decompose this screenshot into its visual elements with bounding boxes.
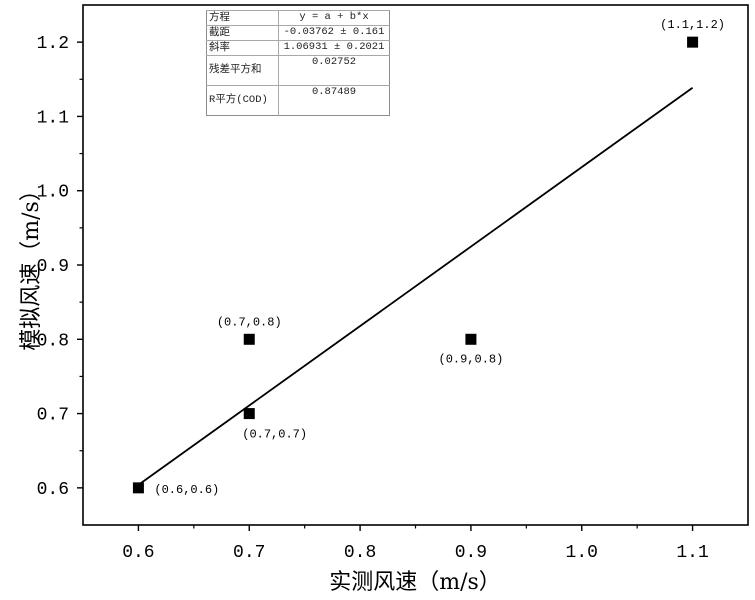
x-tick-label: 0.9	[455, 543, 487, 563]
linear-fit-line	[137, 87, 694, 486]
data-point-label: (0.6,0.6)	[154, 483, 219, 497]
stats-row-equation: 方程 y = a + b*x	[206, 10, 390, 26]
stats-value: 0.02752	[278, 55, 390, 86]
tick-labels: 0.6 0.7 0.8 0.9 1.0 1.1 0.6 0.7 0.8 0.9 1.0 1.1 1.2	[37, 34, 709, 563]
stats-label: 截距	[206, 25, 279, 41]
stats-value: 0.87489	[278, 85, 390, 116]
fit-statistics-table: 方程 y = a + b*x 截距 -0.03762 ± 0.161 斜率 1.…	[206, 10, 390, 116]
point-labels: (0.6,0.6) (0.7,0.7) (0.7,0.8) (0.9,0.8) (1.1…	[154, 18, 725, 497]
stats-value: 1.06931 ± 0.2021	[278, 40, 390, 56]
stats-label: R平方(COD)	[206, 85, 279, 116]
y-tick-label: 1.0	[37, 183, 69, 203]
fit-line-group	[137, 87, 694, 486]
x-tick-label: 0.8	[344, 543, 376, 563]
stats-label: 斜率	[206, 40, 279, 56]
stats-label: 残差平方和	[206, 55, 279, 86]
x-tick-label: 1.1	[676, 543, 708, 563]
stats-row-residual-sum-of-squares: 残差平方和 0.02752	[206, 55, 390, 86]
x-axis-title: 实测风速（m/s）	[329, 570, 501, 595]
data-point-marker	[132, 482, 144, 494]
stats-row-intercept: 截距 -0.03762 ± 0.161	[206, 25, 390, 41]
x-tick-label: 0.7	[233, 543, 265, 563]
stats-value: y = a + b*x	[278, 10, 390, 26]
x-tick-label: 1.0	[566, 543, 598, 563]
y-axis-title: 模拟风速（m/s）	[19, 179, 44, 351]
y-tick-label: 1.1	[37, 108, 69, 128]
y-tick-label: 0.8	[37, 331, 69, 351]
y-tick-label: 0.6	[37, 480, 69, 500]
stats-value: -0.03762 ± 0.161	[278, 25, 390, 41]
data-point-marker	[243, 408, 255, 420]
stats-row-slope: 斜率 1.06931 ± 0.2021	[206, 40, 390, 56]
data-point-marker	[465, 333, 477, 345]
y-tick-label: 0.7	[37, 406, 69, 426]
data-point-marker	[243, 333, 255, 345]
plot-frame	[82, 4, 749, 526]
data-point-label: (0.9,0.8)	[439, 352, 504, 366]
data-point-marker	[687, 36, 699, 48]
axis-ticks	[77, 41, 694, 531]
data-point-label: (0.7,0.8)	[217, 315, 282, 329]
y-tick-label: 1.2	[37, 34, 69, 54]
stats-row-r-squared: R平方(COD) 0.87489	[206, 85, 390, 116]
data-point-label: (1.1,1.2)	[660, 18, 725, 32]
x-tick-label: 0.6	[122, 543, 154, 563]
data-points	[132, 36, 699, 494]
data-point-label: (0.7,0.7)	[242, 428, 307, 442]
stats-label: 方程	[206, 10, 279, 26]
y-tick-label: 0.9	[37, 257, 69, 277]
